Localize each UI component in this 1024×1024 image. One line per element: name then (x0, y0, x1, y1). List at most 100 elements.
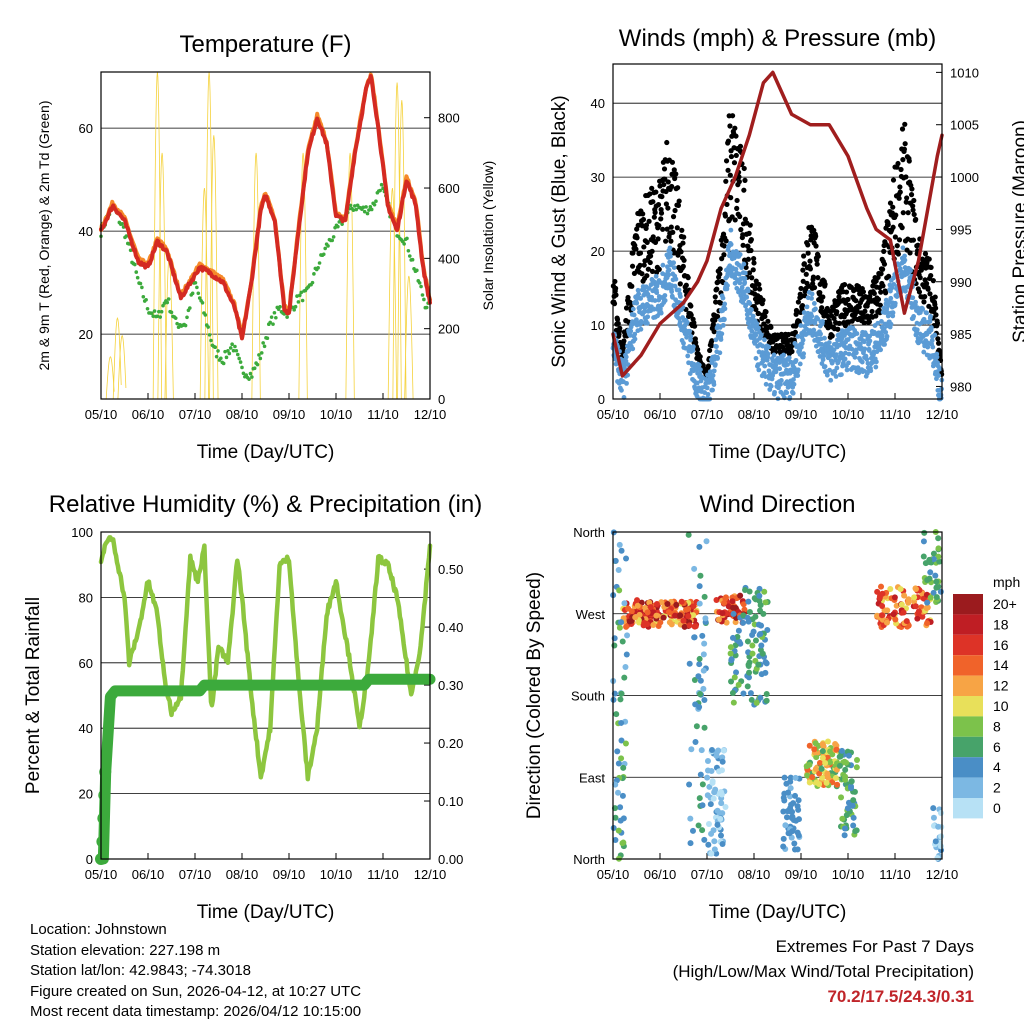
gust-point (901, 146, 908, 152)
gust-point (822, 281, 828, 287)
y-tick-label: 20 (79, 787, 93, 802)
plot-area (99, 71, 432, 400)
x-tick-label: 12/10 (414, 867, 447, 882)
direction-point (745, 598, 752, 605)
direction-point (696, 703, 703, 710)
gust-point (880, 283, 886, 289)
y2-tick-label: 985 (950, 327, 972, 342)
wind-point (710, 387, 715, 393)
direction-point (735, 681, 742, 688)
gust-point (652, 209, 658, 216)
gust-point (663, 201, 669, 207)
gust-point (890, 177, 897, 183)
direction-point (707, 801, 714, 808)
wind-point (623, 358, 629, 364)
solar-insolation-spike (204, 71, 214, 400)
wind-point (638, 296, 644, 301)
wind-point (696, 362, 702, 368)
gust-point (714, 313, 721, 320)
gust-point (873, 313, 879, 319)
direction-point (704, 757, 711, 764)
direction-point (689, 827, 696, 834)
gust-point (634, 235, 640, 241)
solar-insolation-spike (152, 71, 163, 400)
direction-point (836, 762, 843, 769)
wind-point (632, 336, 638, 342)
gust-point (894, 243, 900, 249)
direction-point (733, 669, 740, 676)
gust-point (742, 177, 748, 183)
gust-point (818, 298, 824, 304)
dewpoint-point (195, 285, 199, 290)
y2-tick-label: 600 (438, 181, 460, 196)
x-tick-label: 10/10 (320, 407, 353, 422)
direction-point (634, 602, 641, 609)
direction-point (927, 594, 934, 601)
direction-point (780, 843, 787, 850)
y-tick-label: 40 (79, 224, 93, 239)
y2-tick-label: 990 (950, 275, 972, 290)
dewpoint-point (252, 366, 257, 371)
direction-point (819, 755, 826, 762)
wind-point (928, 314, 933, 319)
wind-point (888, 295, 894, 301)
direction-point (924, 599, 931, 606)
direction-point (930, 805, 937, 812)
direction-point (681, 623, 688, 630)
gust-point (892, 234, 898, 240)
wind-point (798, 344, 804, 350)
wind-point (874, 349, 880, 355)
solar-insolation-spike (387, 187, 398, 400)
direction-point (692, 738, 699, 745)
wind-point (669, 289, 675, 295)
direction-point (613, 711, 620, 718)
direction-point (708, 850, 715, 857)
gust-point (733, 152, 739, 159)
legend-swatch (953, 777, 983, 798)
direction-point (763, 691, 770, 698)
gust-point (933, 312, 939, 318)
direction-point (788, 834, 795, 841)
y-tick-label: North (573, 525, 605, 540)
direction-point (697, 771, 704, 778)
wind-point (928, 325, 934, 330)
direction-point (934, 855, 941, 862)
direction-point (686, 622, 693, 629)
direction-point (719, 758, 726, 765)
direction-point (621, 600, 628, 607)
y-tick-label: 20 (79, 327, 93, 342)
direction-point (788, 815, 795, 822)
direction-point (618, 619, 625, 626)
y2-tick-label: 0.40 (438, 620, 463, 635)
direction-point (926, 575, 933, 582)
gust-point (745, 243, 751, 250)
gust-point (799, 302, 806, 309)
x-axis-label: Time (Day/UTC) (709, 902, 847, 923)
gust-point (936, 340, 942, 346)
direction-point (790, 800, 797, 807)
direction-point (619, 840, 626, 847)
dewpoint-point (219, 356, 223, 361)
direction-point (699, 827, 706, 834)
plot-area (610, 529, 945, 862)
direction-point (673, 601, 680, 608)
direction-point (706, 783, 713, 790)
wind-point (781, 352, 787, 358)
gust-point (644, 273, 650, 279)
wind-point (688, 334, 694, 339)
direction-point (806, 779, 813, 786)
gust-point (749, 275, 755, 281)
extremes-values: 70.2/17.5/24.3/0.31 (827, 987, 974, 1006)
direction-point (665, 609, 672, 616)
gust-point (745, 256, 751, 262)
gust-point (740, 242, 746, 248)
gust-point (655, 202, 662, 208)
wind-point (772, 389, 777, 395)
dewpoint-point (424, 305, 429, 310)
gust-point (709, 338, 715, 344)
gust-point (673, 171, 679, 177)
dewpoint-point (405, 236, 409, 241)
wind-point (811, 327, 817, 333)
dewpoint-point (214, 354, 219, 359)
direction-point (851, 788, 858, 795)
